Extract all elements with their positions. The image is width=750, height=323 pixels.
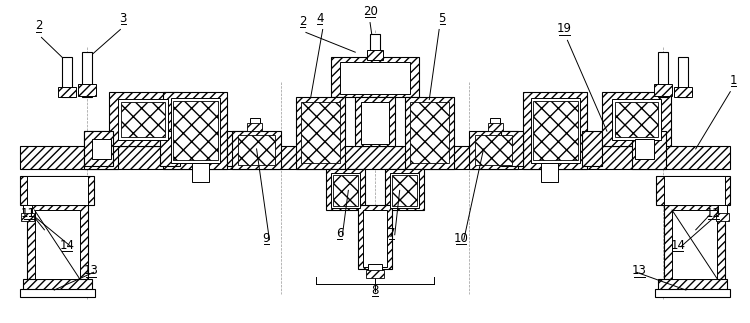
Bar	[612, 99, 662, 140]
Bar	[20, 175, 94, 205]
Text: 20: 20	[363, 5, 377, 18]
Bar	[392, 174, 418, 206]
Bar	[232, 131, 281, 169]
Bar	[615, 101, 658, 137]
Bar	[531, 98, 580, 163]
Bar	[247, 123, 262, 131]
Bar	[634, 139, 654, 159]
Bar	[632, 131, 666, 169]
Bar	[664, 205, 725, 284]
Bar	[82, 52, 92, 97]
Text: 13: 13	[83, 264, 98, 277]
Bar	[368, 264, 382, 277]
Bar	[475, 135, 512, 165]
Bar	[109, 92, 178, 146]
Bar	[367, 50, 383, 60]
Text: 14: 14	[670, 239, 686, 252]
Bar	[664, 175, 725, 205]
Bar	[84, 131, 118, 169]
Bar	[296, 97, 346, 169]
Bar	[363, 210, 387, 267]
Bar	[171, 98, 220, 163]
Text: 6: 6	[336, 227, 344, 240]
Bar	[523, 92, 587, 169]
Bar	[410, 101, 449, 163]
Text: 10: 10	[454, 232, 468, 245]
Bar	[404, 97, 454, 169]
Bar	[92, 139, 112, 159]
Bar	[340, 62, 410, 94]
Bar	[582, 131, 602, 166]
Text: 14: 14	[59, 239, 74, 252]
Text: 2: 2	[34, 19, 42, 32]
Bar	[62, 57, 72, 97]
Bar	[250, 118, 259, 131]
Bar	[501, 131, 523, 166]
Bar	[658, 279, 728, 291]
Bar	[602, 92, 671, 146]
Bar	[163, 92, 227, 169]
Bar	[331, 172, 360, 208]
Bar	[160, 131, 179, 166]
Bar	[533, 100, 578, 160]
Bar	[674, 87, 692, 97]
Text: 1: 1	[730, 74, 737, 87]
Bar	[390, 172, 419, 208]
Bar	[26, 205, 88, 284]
Bar	[122, 101, 165, 137]
Bar	[490, 118, 500, 131]
Text: 13: 13	[632, 264, 647, 277]
Bar	[58, 87, 76, 97]
Bar	[26, 175, 88, 205]
Bar	[34, 210, 80, 279]
Bar	[238, 135, 275, 165]
Bar	[21, 213, 34, 221]
Bar	[78, 84, 96, 96]
Bar	[366, 270, 384, 278]
Bar	[20, 146, 730, 169]
Text: 11: 11	[21, 207, 36, 220]
Bar	[718, 205, 728, 219]
Bar	[326, 169, 365, 210]
Bar	[332, 174, 358, 206]
Bar	[356, 97, 395, 146]
Bar	[227, 131, 247, 166]
Bar	[358, 205, 392, 269]
Bar	[672, 210, 718, 279]
Bar	[716, 213, 729, 221]
Text: 8: 8	[371, 284, 379, 297]
Bar	[362, 101, 388, 144]
Text: 4: 4	[316, 12, 323, 25]
Text: 2: 2	[299, 15, 307, 27]
Text: 12: 12	[706, 207, 721, 220]
Text: 9: 9	[262, 232, 270, 245]
Bar	[658, 52, 668, 97]
Bar	[654, 84, 672, 96]
Bar	[22, 279, 92, 291]
Bar	[370, 35, 380, 59]
Bar	[469, 131, 518, 169]
Bar	[22, 205, 32, 219]
Bar	[84, 131, 113, 166]
Bar	[656, 175, 730, 205]
Bar	[331, 57, 419, 97]
Text: 5: 5	[439, 12, 446, 25]
Bar	[172, 100, 218, 160]
Bar	[541, 163, 557, 182]
Bar	[20, 289, 94, 297]
Bar	[301, 101, 340, 163]
Text: 19: 19	[557, 22, 572, 36]
Bar	[678, 57, 688, 97]
Bar	[193, 163, 209, 182]
Bar	[656, 289, 730, 297]
Bar	[488, 123, 503, 131]
Bar	[118, 99, 168, 140]
Bar	[385, 169, 424, 210]
Text: 3: 3	[120, 12, 127, 25]
Text: 7: 7	[388, 227, 395, 240]
